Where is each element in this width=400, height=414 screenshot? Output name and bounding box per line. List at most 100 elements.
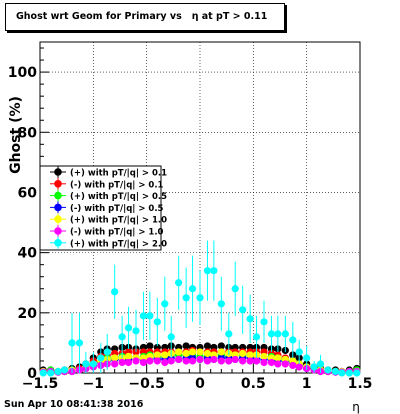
data-point [246, 351, 254, 359]
data-point [203, 349, 212, 358]
data-point [146, 342, 154, 350]
legend-label: (-) with pT/|q| > 0.1 [70, 180, 164, 190]
data-point [196, 294, 204, 302]
data-point [97, 354, 105, 362]
legend-marker [54, 168, 62, 176]
data-point [246, 315, 254, 323]
data-point [231, 355, 239, 364]
data-point [267, 330, 276, 338]
data-point [118, 333, 126, 341]
data-point [267, 358, 276, 367]
y-tick-label: 80 [18, 125, 38, 141]
data-point [75, 339, 84, 347]
data-point [353, 369, 361, 377]
data-point [203, 267, 212, 275]
legend-label: (-) with pT/|q| > 0.5 [70, 204, 164, 214]
legend-label: (-) with pT/|q| > 1.0 [70, 228, 164, 238]
x-tick-label: −0.5 [128, 376, 165, 392]
data-point [124, 358, 133, 367]
y-tick-label: 100 [8, 65, 37, 81]
data-point [39, 369, 47, 377]
data-point [203, 357, 212, 365]
x-tick-label: 0 [195, 376, 205, 392]
data-point [188, 285, 197, 293]
data-point [153, 357, 161, 365]
data-point [225, 357, 233, 365]
legend-label: (+) with pT/|q| > 1.0 [70, 216, 167, 226]
data-point [182, 357, 190, 365]
data-point [175, 355, 183, 364]
data-point [82, 360, 90, 368]
data-point [295, 363, 303, 371]
x-tick-label: −1.5 [22, 376, 59, 392]
data-point [260, 358, 268, 367]
data-point [196, 348, 204, 356]
data-point [324, 366, 332, 374]
data-point [217, 357, 225, 365]
data-point [153, 351, 161, 359]
data-point [146, 312, 154, 320]
data-point [281, 360, 289, 368]
y-tick-label: 60 [18, 185, 38, 201]
data-point [246, 357, 254, 365]
data-point [239, 349, 247, 358]
chart-title: Ghost wrt Geom for Primary vs η at pT > … [16, 11, 268, 22]
data-point [188, 348, 197, 356]
series-layer [39, 240, 361, 377]
data-point [68, 339, 76, 347]
data-point [54, 367, 62, 376]
data-point [310, 363, 318, 371]
x-tick-label: 1.5 [348, 376, 373, 392]
data-point [281, 330, 289, 338]
data-point [260, 352, 268, 361]
legend-marker [54, 191, 62, 200]
data-point [331, 367, 340, 376]
data-point [153, 318, 161, 326]
legend-marker [54, 239, 62, 247]
data-point [274, 354, 282, 362]
legend-label: (+) with pT/|q| > 2.0 [70, 239, 167, 249]
data-point [338, 369, 346, 377]
data-point [252, 333, 261, 341]
data-point [124, 352, 133, 361]
axes: −1.5 −1 −0.5 0 0.5 1 1.5 0 20 40 60 80 100 [8, 47, 373, 392]
data-point [217, 342, 225, 350]
data-point [161, 351, 169, 359]
data-point [260, 318, 268, 326]
data-point [239, 357, 247, 365]
y-axis-label: Ghost (%) [8, 96, 24, 174]
data-point [175, 279, 183, 287]
legend-label: (+) with pT/|q| > 0.5 [70, 192, 167, 202]
data-point [167, 333, 175, 341]
data-point [118, 358, 126, 367]
data-point [124, 324, 133, 332]
x-axis-label: η [352, 400, 360, 414]
footer-timestamp: Sun Apr 10 08:41:38 2016 [4, 399, 144, 410]
data-point [217, 348, 225, 356]
title-box: Ghost wrt Geom for Primary vs η at pT > … [5, 3, 285, 31]
data-point [289, 361, 297, 370]
data-point [196, 355, 204, 364]
data-point [210, 267, 218, 275]
data-point [139, 358, 148, 367]
y-tick-label: 40 [18, 246, 38, 262]
data-point [111, 360, 119, 368]
data-point [274, 330, 282, 338]
x-tick-label: −1 [83, 376, 104, 392]
data-point [47, 369, 55, 377]
y-tick-label: 0 [27, 366, 37, 382]
legend-marker [54, 215, 62, 223]
data-point [303, 354, 311, 362]
data-point [182, 294, 190, 302]
x-tick-label: 1 [302, 376, 312, 392]
data-point [111, 354, 119, 362]
data-point [217, 300, 225, 308]
data-point [274, 360, 282, 368]
data-point [161, 358, 169, 367]
data-point [132, 357, 140, 365]
legend-label: (+) with pT/|q| > 0.1 [70, 169, 167, 179]
series-6 [39, 240, 361, 377]
data-point [345, 369, 353, 377]
data-point [132, 327, 140, 335]
